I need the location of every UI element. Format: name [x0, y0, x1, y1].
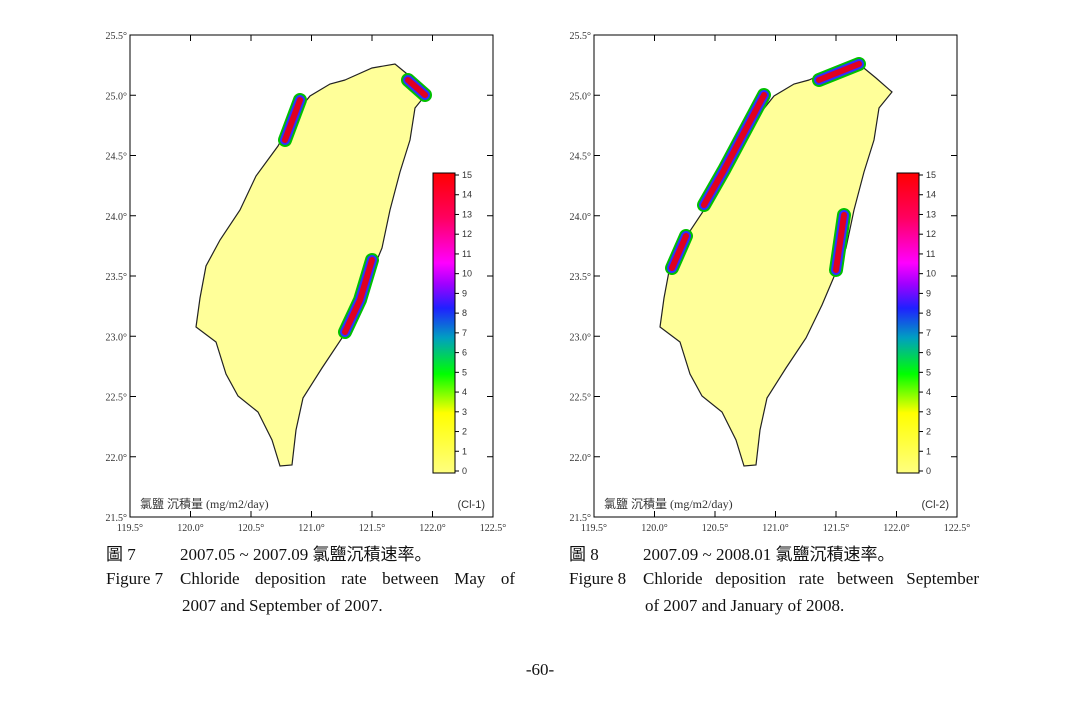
colorbar-label: 8 — [926, 308, 931, 318]
caption-label-en: Figure 7 — [106, 569, 164, 588]
lon-label: 121.0° — [298, 523, 325, 534]
lon-label: 122.5° — [480, 523, 507, 534]
island — [195, 63, 429, 467]
colorbar-label: 3 — [926, 407, 931, 417]
lat-label: 25.5° — [106, 31, 128, 42]
figures: 25.5° 25.0° 24.5° 24.0° 23.5° 23.0° 22.5° 22.0°… — [106, 31, 971, 534]
lat-label: 25.5° — [570, 31, 592, 42]
lat-label: 24.5° — [106, 152, 128, 163]
colorbar-label: 1 — [462, 446, 467, 456]
colorbar-label: 3 — [462, 407, 467, 417]
colorbar-label: 15 — [926, 170, 936, 180]
figure: 25.5° 25.0° 24.5° 24.0° 23.5° 23.0° 22.5° 22.0°… — [570, 31, 971, 534]
colorbar-label: 10 — [462, 269, 472, 279]
caption-en-line: Chloride deposition rate between Septemb… — [643, 569, 979, 588]
colorbar-label: 1 — [926, 446, 931, 456]
colorbar-label: 0 — [462, 466, 467, 476]
lat-label: 24.5° — [570, 152, 592, 163]
lat-label: 21.5° — [106, 513, 128, 524]
colorbar-label: 12 — [926, 229, 936, 239]
colorbar-label: 2 — [462, 427, 467, 437]
lat-label: 21.5° — [570, 513, 592, 524]
lon-label: 121.0° — [762, 523, 789, 534]
lat-label: 25.0° — [106, 91, 128, 102]
colorbar-label: 11 — [462, 249, 471, 259]
colorbar-label: 0 — [926, 466, 931, 476]
figure-tag: (Cl-2) — [922, 499, 950, 511]
figure-tag: (Cl-1) — [458, 499, 486, 511]
colorbar-label: 4 — [926, 387, 931, 397]
caption-en-line: 2007 and September of 2007. — [182, 596, 383, 615]
lon-label: 122.0° — [883, 523, 910, 534]
colorbar-label: 9 — [926, 288, 931, 298]
lon-label: 122.5° — [944, 523, 971, 534]
colorbar-label: 13 — [926, 209, 936, 219]
lon-label: 120.0° — [641, 523, 668, 534]
colorbar-label: 13 — [462, 209, 472, 219]
page-number: -60- — [525, 660, 555, 679]
caption-en-line: Chloride deposition rate between May of — [180, 569, 515, 588]
figure: 25.5° 25.0° 24.5° 24.0° 23.5° 23.0° 22.5° 22.0°… — [106, 31, 507, 534]
colorbar-label: 8 — [462, 308, 467, 318]
lat-label: 23.0° — [570, 332, 592, 343]
lon-label: 122.0° — [419, 523, 446, 534]
colorbar-label: 5 — [462, 367, 467, 377]
lat-label: 24.0° — [106, 212, 128, 223]
caption-label-zh: 圖 7 — [106, 545, 136, 564]
lat-label: 22.5° — [106, 393, 128, 404]
lat-label: 22.0° — [570, 453, 592, 464]
colorbar-label: 11 — [926, 249, 935, 259]
coast-band — [816, 61, 862, 83]
colorbar — [432, 172, 456, 474]
colorbar-label: 14 — [926, 190, 936, 200]
lat-label: 23.5° — [106, 272, 128, 283]
colorbar-label: 15 — [462, 170, 472, 180]
coast-band — [701, 92, 767, 208]
colorbar-label: 9 — [462, 288, 467, 298]
caption-zh: 2007.09 ~ 2008.01 氯鹽沉積速率。 — [643, 545, 895, 564]
colorbar-label: 5 — [926, 367, 931, 377]
lon-label: 119.5° — [581, 523, 607, 534]
lon-label: 121.5° — [823, 523, 850, 534]
colorbar-label: 6 — [926, 348, 931, 358]
colorbar-label: 4 — [462, 387, 467, 397]
caption-label-en: Figure 8 — [569, 569, 627, 588]
lon-label: 120.0° — [177, 523, 204, 534]
colorbar — [896, 172, 920, 474]
colorbar-label: 12 — [462, 229, 472, 239]
unit-label: 氯鹽 沉積量 (mg/m2/day) — [140, 496, 269, 511]
colorbar-label: 7 — [926, 328, 931, 338]
caption-zh: 2007.05 ~ 2007.09 氯鹽沉積速率。 — [180, 545, 432, 564]
coast-band — [282, 97, 303, 143]
colorbar-label: 14 — [462, 190, 472, 200]
island — [659, 63, 893, 467]
coast-band — [833, 212, 847, 273]
lat-label: 25.0° — [570, 91, 592, 102]
lat-label: 22.0° — [106, 453, 128, 464]
lat-label: 24.0° — [570, 212, 592, 223]
unit-label: 氯鹽 沉積量 (mg/m2/day) — [604, 496, 733, 511]
coast-band — [342, 257, 375, 335]
lon-label: 120.5° — [238, 523, 265, 534]
caption-en-line: of 2007 and January of 2008. — [645, 596, 845, 615]
lat-label: 22.5° — [570, 393, 592, 404]
lon-label: 121.5° — [359, 523, 386, 534]
colorbar-label: 2 — [926, 427, 931, 437]
lon-label: 119.5° — [117, 523, 143, 534]
colorbar-label: 10 — [926, 269, 936, 279]
coast-band — [669, 233, 689, 271]
caption-label-zh: 圖 8 — [569, 545, 599, 564]
lat-label: 23.5° — [570, 272, 592, 283]
lat-label: 23.0° — [106, 332, 128, 343]
coast-band — [405, 77, 428, 98]
colorbar-label: 7 — [462, 328, 467, 338]
lon-label: 120.5° — [702, 523, 729, 534]
colorbar-label: 6 — [462, 348, 467, 358]
